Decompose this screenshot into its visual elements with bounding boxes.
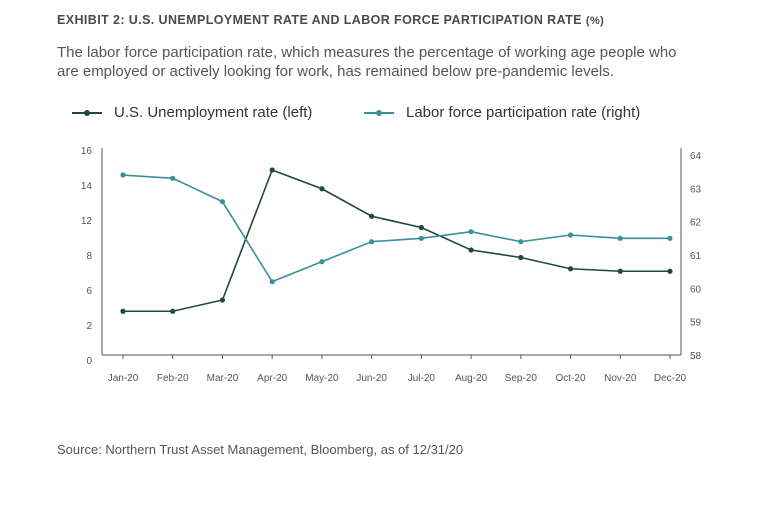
y-right-tick-label: 63 <box>690 184 702 195</box>
unemployment-point <box>567 266 574 272</box>
participation-point <box>319 259 325 265</box>
y-right-tick-label: 62 <box>690 218 702 229</box>
x-tick-label: Nov-20 <box>604 373 637 384</box>
x-tick-label: Oct-20 <box>556 373 586 384</box>
unemployment-line <box>123 168 670 313</box>
unemployment-point <box>219 297 226 303</box>
unemployment-point <box>468 247 474 253</box>
legend-item-unemployment: U.S. Unemployment rate (left) <box>72 104 312 121</box>
chart-title: EXHIBIT 2: U.S. UNEMPLOYMENT RATE AND LA… <box>57 13 604 27</box>
y-left-tick-label: 12 <box>81 216 93 227</box>
unemployment-point <box>617 268 623 274</box>
unemployment-point <box>319 186 325 192</box>
x-tick-label: Jan-20 <box>108 373 139 384</box>
unemployment-point <box>170 308 176 314</box>
participation-point <box>667 235 673 241</box>
legend-swatch-unemployment <box>72 109 102 116</box>
y-left-tick-label: 6 <box>86 286 92 297</box>
x-tick-label: May-20 <box>305 373 339 384</box>
participation-line <box>122 174 670 283</box>
participation-point <box>418 235 424 241</box>
unemployment-point <box>667 268 673 274</box>
participation-point <box>120 172 126 178</box>
participation-point <box>369 239 375 245</box>
x-tick-label: Jun-20 <box>356 373 387 384</box>
x-tick-label: Mar-20 <box>207 373 239 384</box>
y-right-tick-label: 61 <box>690 251 702 262</box>
legend-label-participation: Labor force participation rate (right) <box>406 104 641 121</box>
y-left-tick-label: 0 <box>86 356 92 367</box>
x-tick-label: Feb-20 <box>157 373 189 384</box>
legend-item-participation: Labor force participation rate (right) <box>364 104 640 121</box>
participation-point <box>567 232 574 238</box>
y-left-tick-label: 8 <box>86 251 92 262</box>
x-tick-label: Jul-20 <box>408 373 436 384</box>
participation-point <box>269 279 275 285</box>
legend-label-unemployment: U.S. Unemployment rate (left) <box>114 104 313 121</box>
unemployment-point <box>518 254 524 261</box>
x-tick-label: Dec-20 <box>654 373 687 384</box>
x-tick-label: Aug-20 <box>455 373 488 384</box>
participation-point <box>518 239 524 245</box>
participation-point <box>219 199 226 205</box>
participation-point <box>170 175 176 181</box>
y-right-tick-label: 64 <box>690 151 702 162</box>
source-note: Source: Northern Trust Asset Management,… <box>57 442 464 457</box>
chart-title-text: EXHIBIT 2: U.S. UNEMPLOYMENT RATE AND LA… <box>57 13 582 27</box>
unemployment-point <box>418 224 424 231</box>
chart-subtitle: The labor force participation rate, whic… <box>57 44 677 80</box>
y-left-tick-label: 16 <box>81 146 93 157</box>
y-right-tick-label: 58 <box>690 351 702 362</box>
y-left-tick-label: 14 <box>81 181 93 192</box>
unemployment-point <box>369 213 375 219</box>
participation-point <box>468 229 474 235</box>
participation-point <box>617 235 623 241</box>
y-left-tick-label: 2 <box>86 321 92 332</box>
y-right-tick-label: 59 <box>690 318 702 329</box>
unemployment-point <box>120 308 126 314</box>
unemployment-point <box>269 167 275 173</box>
legend-swatch-participation <box>364 109 394 116</box>
x-tick-label: Sep-20 <box>505 373 538 384</box>
y-right-tick-label: 60 <box>690 284 702 295</box>
x-tick-label: Apr-20 <box>257 373 287 384</box>
chart-title-unit: (%) <box>585 15 605 27</box>
